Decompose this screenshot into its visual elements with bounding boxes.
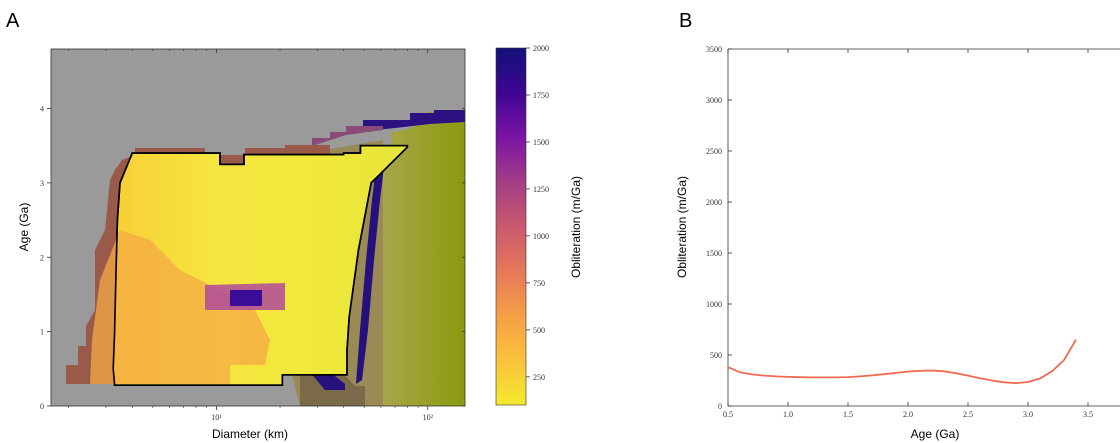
heatmap-y-tick-label: 1 <box>40 328 44 337</box>
colorbar-tick-label: 1750 <box>533 91 549 100</box>
heatmap-y-tick-label: 4 <box>40 105 44 114</box>
line-y-tick-label: 2000 <box>706 198 722 207</box>
heatmap-y-tick-label: 3 <box>40 179 44 188</box>
heatmap-y-label: Age (Ga) <box>17 203 31 252</box>
colorbar-tick-label: 2000 <box>533 44 549 53</box>
line-y-tick-label: 3000 <box>706 96 722 105</box>
heatmap-x-ticks: 10¹ 10² <box>68 49 434 422</box>
line-axis-ticks: 0.5 1.0 1.5 2.0 2.5 3.0 3.5 0 500 1000 1500 2000 250… <box>706 45 1093 419</box>
heatmap-boundary <box>112 144 409 386</box>
line-x-tick-label: 3.0 <box>1023 410 1033 419</box>
heatmap-y-tick-label: 0 <box>40 402 44 411</box>
panel-letter-a: A <box>6 10 20 32</box>
colorbar-tick-label: 750 <box>533 279 545 288</box>
line-y-tick-label: 500 <box>710 351 722 360</box>
heatmap-mauve-steps <box>312 126 383 146</box>
line-y-tick-label: 0 <box>718 402 722 411</box>
colorbar-tick-label: 1500 <box>533 138 549 147</box>
line-y-tick-label: 1000 <box>706 300 722 309</box>
line-panel: 0.5 1.0 1.5 2.0 2.5 3.0 3.5 0 500 1000 1500 2000 250… <box>706 45 1120 419</box>
heatmap-y-tick-label: 2 <box>40 253 44 262</box>
heatmap-x-tick-label: 10¹ <box>211 413 222 422</box>
colorbar: 250 500 750 1000 1250 1500 1750 2000 <box>495 44 549 406</box>
line-y-label: Obliteration (m/Ga) <box>675 176 689 278</box>
line-x-tick-label: 2.5 <box>963 410 973 419</box>
heatmap-x-label: Diameter (km) <box>212 427 288 441</box>
heatmap-orange-wedge <box>90 230 270 384</box>
line-y-tick-label: 1500 <box>706 249 722 258</box>
colorbar-tick-label: 1250 <box>533 185 549 194</box>
colorbar-label: Obliteration (m/Ga) <box>569 176 583 278</box>
colorbar-gradient <box>495 47 527 406</box>
colorbar-tick-label: 500 <box>533 326 545 335</box>
heatmap-frame <box>50 48 466 407</box>
heatmap-olive-band <box>382 110 465 406</box>
line-x-label: Age (Ga) <box>911 427 960 441</box>
line-x-tick-label: 0.5 <box>723 410 733 419</box>
line-x-tick-label: 1.0 <box>783 410 793 419</box>
heatmap-x-tick-label: 10² <box>423 413 434 422</box>
panel-letter-b: B <box>679 10 692 32</box>
heatmap-y-ticks: 0 1 2 3 4 <box>40 105 465 411</box>
line-y-tick-label: 2500 <box>706 147 722 156</box>
heatmap-blue-column <box>356 145 386 384</box>
line-y-tick-label: 3500 <box>706 45 722 54</box>
colorbar-tick-label: 250 <box>533 373 545 382</box>
line-x-tick-label: 3.5 <box>1083 410 1093 419</box>
line-x-tick-label: 1.5 <box>843 410 853 419</box>
heatmap-streak-core-overlay <box>230 290 262 306</box>
line-x-tick-label: 2.0 <box>903 410 913 419</box>
obliteration-line <box>728 339 1077 385</box>
colorbar-ticks: 250 500 750 1000 1250 1500 1750 2000 <box>526 44 549 382</box>
heatmap-panel: 10¹ 10² 0 1 2 3 4 <box>40 48 466 422</box>
colorbar-tick-label: 1000 <box>533 232 549 241</box>
